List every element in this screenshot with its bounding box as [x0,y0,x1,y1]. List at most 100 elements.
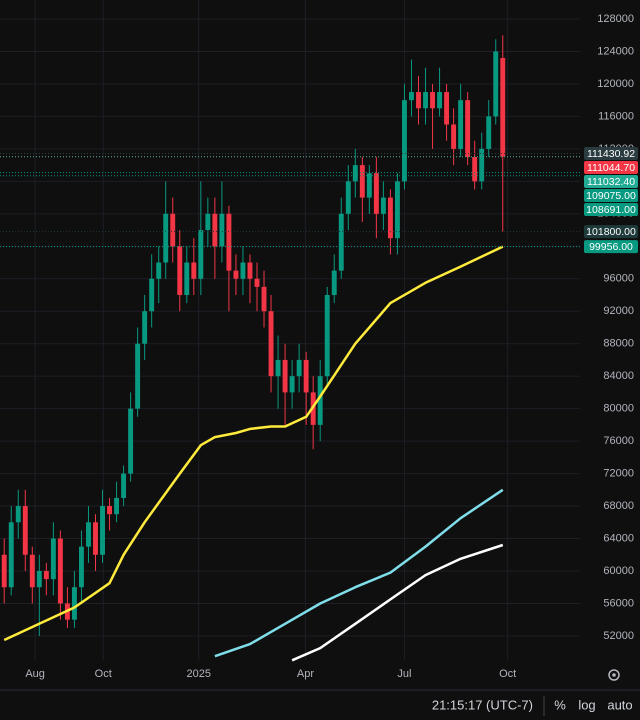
candle-body [86,522,91,547]
candle-body [254,278,260,287]
candle-body [373,173,379,214]
candle-body [142,311,148,344]
candle-body [289,376,295,393]
auto-button[interactable]: auto [607,697,632,712]
candle-body [43,570,49,580]
candle-body [233,270,239,279]
candle-body [22,506,28,555]
candle-body [296,359,302,377]
candle-body [338,213,344,271]
candle-body [444,92,450,125]
candle-body [430,92,435,109]
candle-body [465,100,471,157]
y-tick-label: 120000 [597,78,634,90]
candle-body [303,359,309,393]
candle-body [1,554,7,588]
candle-body [8,522,14,588]
candle-body [268,311,274,377]
y-tick-label: 56000 [603,597,634,609]
candle-body [36,570,42,588]
candle-body [352,165,358,182]
candle-body [486,116,492,149]
candle-body [121,473,127,498]
candle-body [345,181,351,214]
candle-body [261,286,267,312]
candle-body [240,262,246,279]
candle-body [359,165,365,198]
candle-body [50,538,56,580]
candle-body [458,100,464,149]
candle-body [324,294,330,377]
candle-body [472,156,478,182]
settings-icon[interactable] [608,669,620,681]
candle-body [282,359,288,393]
y-tick-label: 84000 [603,370,634,382]
x-tick-label: Oct [95,668,112,680]
y-tick-label: 68000 [603,500,634,512]
price-tag [584,174,638,188]
candle-body [380,197,386,214]
candle-body [15,506,21,523]
y-tick-label: 76000 [603,435,634,447]
price-tag-label: 109075.00 [586,190,636,202]
candle-body [394,181,400,239]
candle-body [493,51,499,117]
clock: 21:15:17 (UTC-7) [432,697,533,712]
axis: 52000 56000 60000 64000 68000 72000 76000 80000… [25,13,638,680]
x-tick-label: Oct [499,668,516,680]
y-tick-label: 72000 [603,467,634,479]
y-tick-label: 64000 [603,532,634,544]
candle-body [78,546,84,588]
percent-button[interactable]: % [554,697,566,712]
candle-body [451,124,457,149]
candle-body [156,262,162,279]
candle-body [247,262,253,279]
candle-body [226,213,232,271]
candle-body [500,57,506,157]
candle-body [100,506,105,555]
candle-body [135,343,141,409]
settings-icon-center [612,673,616,677]
candle-body [387,197,393,239]
plot [0,35,580,662]
x-tick-label: Jul [397,668,411,680]
candle-body [409,92,414,101]
candle-body [331,270,337,295]
y-tick-label: 96000 [603,273,634,285]
candle-body [191,262,197,279]
candle-body [184,262,190,295]
candle-body [163,213,169,263]
candle-body [57,538,63,604]
price-tag [584,188,638,202]
candle-body [219,213,225,247]
candle-body [479,148,485,182]
candle-body [107,506,112,515]
y-tick-label: 92000 [603,305,634,317]
price-tag-label: 101800.00 [586,226,636,238]
candle-body [149,278,155,312]
candle-body [205,213,211,231]
log-button[interactable]: log [578,697,595,712]
price-tag-label: 111430.92 [587,148,635,160]
price-tag [584,202,638,216]
y-tick-label: 124000 [597,45,634,57]
price-tag [584,225,638,239]
price-tag-label: 111044.70 [587,162,635,174]
candle-body [93,522,98,555]
price-tag [584,146,638,160]
candle-body [29,554,35,588]
price-tag-label: 99956.00 [589,241,633,253]
moving-average-line [291,543,504,662]
candle-body [437,92,443,109]
x-tick-label: Apr [297,668,314,680]
candle-body [275,359,281,377]
y-tick-label: 128000 [597,13,634,25]
price-tag-label: 108691.00 [586,204,636,216]
price-tag [584,240,638,254]
y-tick-label: 88000 [603,338,634,350]
candle-body [366,173,372,198]
candle-body [317,376,323,425]
x-tick-label: 2025 [186,668,210,680]
